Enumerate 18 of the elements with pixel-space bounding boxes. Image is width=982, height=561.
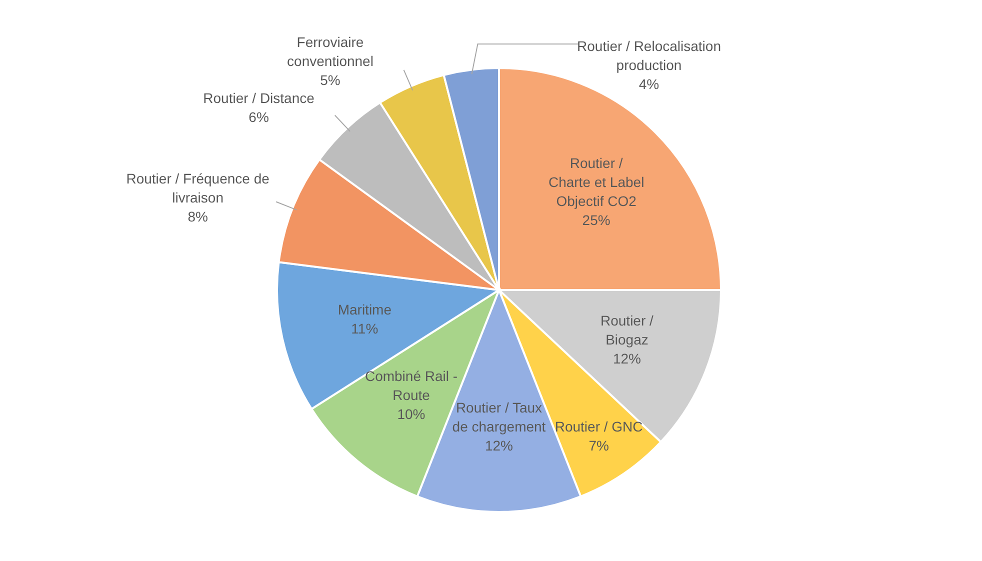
- slice-label: Maritime: [338, 301, 392, 318]
- slice-label: Routier / Distance: [203, 90, 315, 106]
- slice-label: Routier / Relocalisation production: [577, 38, 721, 73]
- slice-label: Routier / GNC: [554, 418, 643, 434]
- slice-label: Routier / Charte et Label Objectif CO2: [548, 154, 644, 209]
- data-label: 5%: [320, 72, 340, 88]
- data-label: 8%: [188, 208, 208, 224]
- data-label: 7%: [588, 437, 609, 454]
- data-label: 11%: [351, 320, 378, 336]
- data-label: 6%: [248, 108, 269, 125]
- data-label: 12%: [484, 437, 514, 454]
- data-label: 25%: [582, 212, 610, 228]
- slice-label: Routier / Fréquence de livraison: [126, 170, 270, 206]
- slice-label: Routier / Biogaz: [600, 312, 654, 348]
- data-label: 10%: [397, 406, 426, 422]
- data-label: 12%: [612, 350, 641, 366]
- data-label: 4%: [638, 76, 660, 92]
- slice-label: Ferroviaire conventionnel: [287, 34, 374, 69]
